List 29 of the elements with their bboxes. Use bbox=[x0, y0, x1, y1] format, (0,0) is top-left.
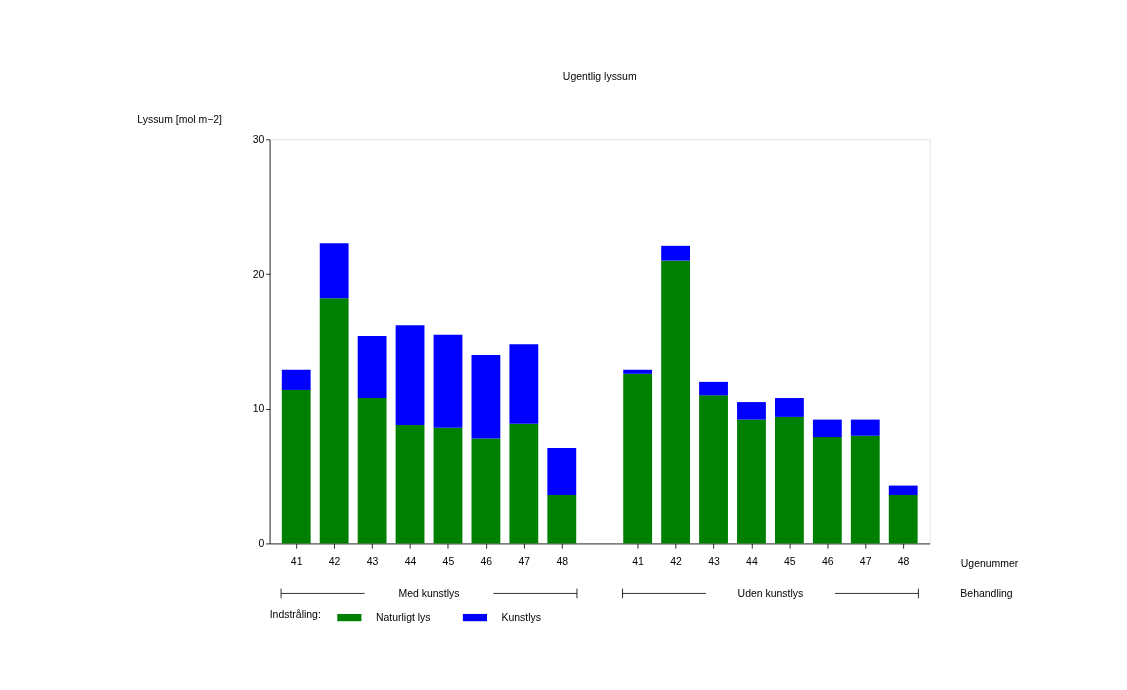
chart-title: Ugentlig lyssum bbox=[562, 70, 637, 82]
legend-title: Indstråling: bbox=[269, 608, 321, 620]
y-tick-label: 30 bbox=[252, 134, 265, 146]
text: Behandling bbox=[960, 587, 1013, 599]
x-tick-label: 47 bbox=[518, 555, 531, 567]
x-tick-label: 43 bbox=[708, 555, 720, 567]
x-tick-label: 43 bbox=[366, 555, 379, 567]
x-tick-label: 45 bbox=[442, 555, 455, 567]
x-tick-label: 44 bbox=[746, 555, 758, 567]
x-tick-label: 48 bbox=[897, 555, 910, 567]
x-tick-label: 41 bbox=[632, 555, 645, 567]
text: Uden kunstlys bbox=[737, 587, 804, 599]
x-tick-label: 48 bbox=[556, 555, 569, 567]
x-tick-label: 46 bbox=[821, 555, 834, 567]
x-tick-label: 42 bbox=[670, 555, 682, 567]
y-tick-label: 20 bbox=[252, 268, 265, 280]
x-tick-label: 45 bbox=[783, 555, 796, 567]
y-axis-title: Lyssum [mol m−2] bbox=[137, 113, 223, 125]
legend-label: Kunstlys bbox=[501, 611, 542, 623]
x-tick-label: 44 bbox=[404, 555, 417, 567]
y-tick-label: 10 bbox=[252, 403, 265, 415]
x-axis-title: Ugenummer bbox=[960, 558, 1019, 570]
legend-label: Naturligt lys bbox=[375, 611, 431, 623]
x-tick-label: 42 bbox=[328, 555, 341, 567]
x-tick-label: 46 bbox=[480, 555, 493, 567]
text: Med kunstlys bbox=[398, 587, 460, 599]
x-tick-label: 41 bbox=[290, 555, 303, 567]
y-tick-label: 0 bbox=[258, 538, 265, 550]
x-tick-label: 47 bbox=[859, 555, 872, 567]
